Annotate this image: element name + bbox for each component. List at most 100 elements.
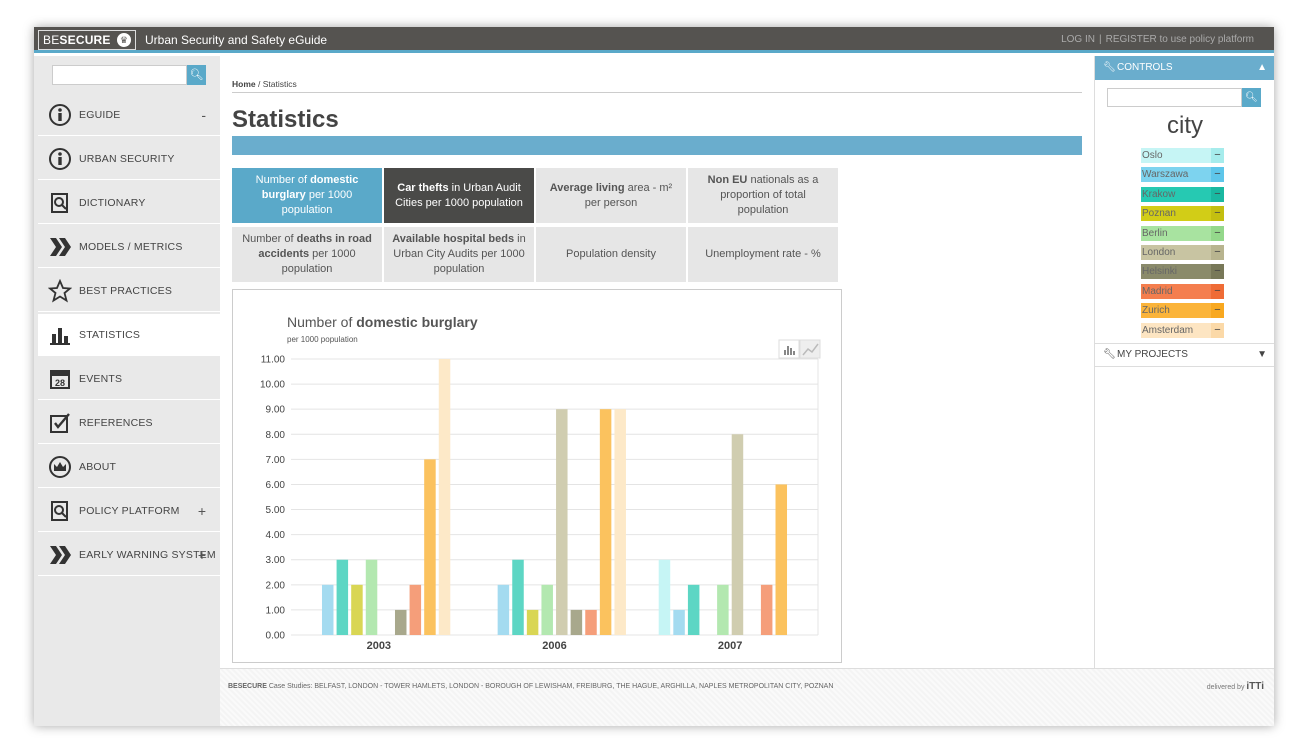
sidebar-item-statistics[interactable]: STATISTICS bbox=[38, 314, 220, 356]
tile-text-pre: Number of bbox=[255, 174, 311, 186]
statistic-tile[interactable]: Number of domestic burglary per 1000 pop… bbox=[232, 168, 382, 223]
remove-city-icon[interactable]: − bbox=[1211, 244, 1224, 260]
statistic-tile[interactable]: Car thefts in Urban Audit Cities per 100… bbox=[384, 168, 534, 223]
expand-down-icon[interactable]: ▼ bbox=[1257, 349, 1267, 360]
book-search-icon bbox=[48, 499, 72, 523]
wrench-icon: 🔧︎ bbox=[1103, 62, 1116, 73]
chart-bar-zurich bbox=[424, 459, 436, 635]
statistic-tile[interactable]: Population density bbox=[536, 227, 686, 282]
tile-text-post: per 1000 population bbox=[281, 248, 356, 275]
remove-city-icon[interactable]: − bbox=[1211, 206, 1224, 222]
tile-text-post: per 1000 population bbox=[281, 189, 353, 216]
remove-city-icon[interactable]: − bbox=[1211, 303, 1224, 319]
city-row[interactable]: Madrid − bbox=[1141, 283, 1225, 299]
chart-bar-poznan bbox=[351, 584, 363, 635]
city-row[interactable]: Poznan − bbox=[1141, 206, 1225, 222]
sidebar-item-events[interactable]: 28 EVENTS bbox=[38, 358, 220, 400]
remove-city-icon[interactable]: − bbox=[1211, 322, 1224, 338]
controls-title: CONTROLS bbox=[1117, 62, 1173, 73]
sidebar-item-dictionary[interactable]: DICTIONARY bbox=[38, 182, 220, 224]
y-tick-label: 5.00 bbox=[266, 505, 286, 516]
expand-plus-icon[interactable]: + bbox=[197, 503, 206, 519]
city-row[interactable]: Warszawa − bbox=[1141, 167, 1225, 183]
tile-label: Unemployment rate - % bbox=[705, 247, 821, 262]
remove-city-icon[interactable]: − bbox=[1211, 167, 1224, 183]
statistic-tile[interactable]: Non EU nationals as a proportion of tota… bbox=[688, 168, 838, 223]
tile-text-post: nationals as a proportion of total popul… bbox=[720, 174, 819, 216]
city-name: Zurich bbox=[1141, 303, 1211, 319]
tile-text-post: in Urban Audit Cities per 1000 populatio… bbox=[395, 181, 523, 209]
sidebar-search-input[interactable] bbox=[52, 65, 187, 85]
chart-title-bold: domestic burglary bbox=[356, 314, 478, 330]
city-row[interactable]: Zurich − bbox=[1141, 303, 1225, 319]
chart-bar-poznan bbox=[526, 609, 539, 635]
controls-search-button[interactable]: 🔍︎ bbox=[1242, 88, 1261, 107]
breadcrumb-home[interactable]: Home bbox=[232, 79, 256, 89]
controls-search: 🔍︎ bbox=[1107, 88, 1261, 107]
remove-city-icon[interactable]: − bbox=[1211, 225, 1224, 241]
chart-bar-warszawa bbox=[321, 584, 334, 635]
remove-city-icon[interactable]: − bbox=[1211, 283, 1224, 299]
line-chart-toggle-icon[interactable] bbox=[799, 339, 821, 359]
chart-bar-krakow bbox=[336, 559, 349, 635]
city-name: Helsinki bbox=[1141, 264, 1211, 280]
sidebar-search-button[interactable]: 🔍︎ bbox=[187, 65, 206, 85]
city-row[interactable]: London − bbox=[1141, 244, 1225, 260]
sidebar-item-policy-platform[interactable]: POLICY PLATFORM + bbox=[38, 490, 220, 532]
city-heading: city bbox=[1167, 112, 1203, 139]
sidebar-item-early-warning-system[interactable]: EARLY WARNING SYSTEM + bbox=[38, 534, 220, 576]
remove-city-icon[interactable]: − bbox=[1211, 264, 1224, 280]
statistic-tile[interactable]: Available hospital beds in Urban City Au… bbox=[384, 227, 534, 282]
book-search-icon bbox=[48, 191, 72, 215]
sidebar-item-label: EGUIDE bbox=[79, 109, 121, 121]
statistic-tile[interactable]: Number of deaths in road accidents per 1… bbox=[232, 227, 382, 282]
remove-city-icon[interactable]: − bbox=[1211, 186, 1224, 202]
login-link[interactable]: LOG IN bbox=[1061, 34, 1095, 45]
sidebar-item-eguide[interactable]: EGUIDE - bbox=[38, 94, 220, 136]
chart-bar-berlin bbox=[365, 559, 378, 635]
besecure-logo[interactable]: BESECURE ♛ bbox=[38, 30, 136, 50]
itti-logo[interactable]: iTTi bbox=[1246, 681, 1264, 692]
sidebar-item-label: BEST PRACTICES bbox=[79, 285, 173, 297]
sidebar-search: 🔍︎ bbox=[52, 65, 206, 85]
collapse-minus-icon[interactable]: - bbox=[201, 107, 206, 123]
sidebar-item-about[interactable]: ABOUT bbox=[38, 446, 220, 488]
app-title: Urban Security and Safety eGuide bbox=[145, 33, 328, 47]
controls-header[interactable]: 🔧︎ CONTROLS ▲ bbox=[1095, 56, 1274, 80]
remove-city-icon[interactable]: − bbox=[1211, 148, 1224, 163]
top-bar: BESECURE ♛ Urban Security and Safety eGu… bbox=[34, 27, 1274, 53]
city-row[interactable]: Berlin − bbox=[1141, 225, 1225, 241]
sidebar-item-label: DICTIONARY bbox=[79, 197, 146, 209]
chart-bar-helsinki bbox=[394, 609, 407, 635]
sidebar-item-references[interactable]: REFERENCES bbox=[38, 402, 220, 444]
y-tick-label: 2.00 bbox=[266, 580, 286, 591]
sidebar-item-best-practices[interactable]: BEST PRACTICES bbox=[38, 270, 220, 312]
y-tick-label: 7.00 bbox=[266, 455, 286, 466]
sidebar-item-urban-security[interactable]: URBAN SECURITY bbox=[38, 138, 220, 180]
footer-case-list: Case Studies: BELFAST, LONDON - TOWER HA… bbox=[266, 683, 834, 690]
y-tick-label: 3.00 bbox=[266, 555, 286, 566]
star-icon bbox=[47, 278, 73, 303]
collapse-up-icon[interactable]: ▲ bbox=[1257, 62, 1267, 73]
chart-bar-warszawa bbox=[673, 609, 685, 635]
city-row[interactable]: Amsterdam − bbox=[1141, 322, 1225, 338]
expand-plus-icon[interactable]: + bbox=[197, 547, 206, 563]
x-category-label: 2006 bbox=[542, 640, 566, 652]
auth-links: LOG IN | REGISTER to use policy platform bbox=[1061, 27, 1254, 53]
chart-bar-london bbox=[556, 409, 568, 635]
city-row[interactable]: Helsinki − bbox=[1141, 264, 1225, 280]
chart-bar-berlin bbox=[541, 584, 553, 635]
register-link[interactable]: REGISTER bbox=[1105, 34, 1157, 45]
city-name: London bbox=[1141, 244, 1211, 260]
y-tick-label: 11.00 bbox=[261, 355, 286, 366]
city-row[interactable]: Krakow − bbox=[1141, 186, 1225, 202]
statistic-tile[interactable]: Average living area - m² per person bbox=[536, 168, 686, 223]
sidebar-item-models-metrics[interactable]: MODELS / METRICS bbox=[38, 226, 220, 268]
city-name: Poznan bbox=[1141, 206, 1211, 222]
double-chevron-icon bbox=[48, 235, 72, 259]
controls-search-input[interactable] bbox=[1107, 88, 1242, 107]
footer: BESECURE Case Studies: BELFAST, LONDON -… bbox=[220, 668, 1274, 726]
city-row[interactable]: Oslo − bbox=[1141, 148, 1225, 163]
statistic-tile[interactable]: Unemployment rate - % bbox=[688, 227, 838, 282]
my-projects-header[interactable]: 🔧︎ MY PROJECTS ▼ bbox=[1095, 343, 1274, 367]
